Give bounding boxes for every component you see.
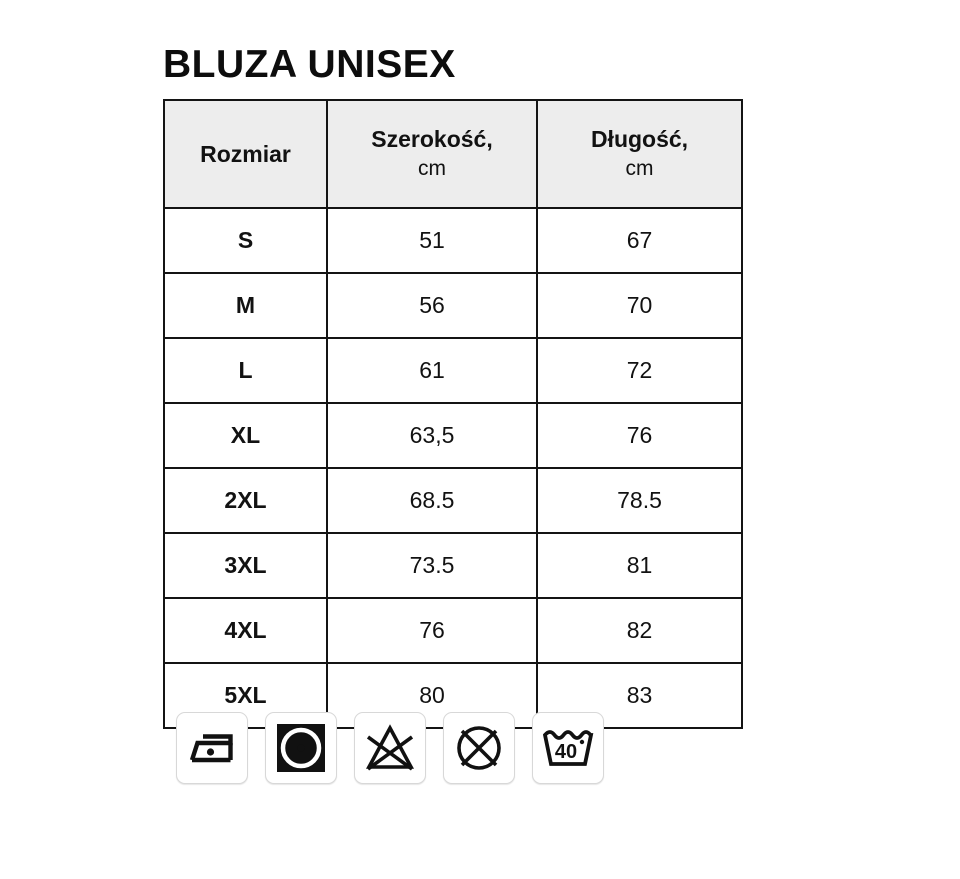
cell-width: 51 — [326, 207, 538, 274]
table-row: 4XL 76 82 — [163, 597, 743, 664]
cell-width: 61 — [326, 337, 538, 404]
column-header-size: Rozmiar — [163, 99, 328, 209]
iron-low-temperature-icon — [176, 712, 248, 784]
cell-width: 56 — [326, 272, 538, 339]
wash-temperature-label: 40 — [555, 741, 577, 763]
cell-length: 82 — [536, 597, 743, 664]
cell-length: 72 — [536, 337, 743, 404]
size-table: Rozmiar Szerokość, cm Długość, cm S 51 6… — [163, 99, 743, 729]
wash-40-degrees-icon: 40 — [532, 712, 604, 784]
cell-width: 68.5 — [326, 467, 538, 534]
do-not-dry-clean-icon — [443, 712, 515, 784]
cell-width: 63,5 — [326, 402, 538, 469]
table-row: 3XL 73.5 81 — [163, 532, 743, 599]
table-header-row: Rozmiar Szerokość, cm Długość, cm — [163, 99, 743, 209]
table-row: 2XL 68.5 78.5 — [163, 467, 743, 534]
cell-size: 3XL — [163, 532, 328, 599]
column-header-length-unit: cm — [625, 157, 654, 180]
do-not-bleach-icon — [354, 712, 426, 784]
table-row: M 56 70 — [163, 272, 743, 339]
table-row: L 61 72 — [163, 337, 743, 404]
column-header-size-label: Rozmiar — [200, 141, 291, 167]
column-header-width-label: Szerokość, — [371, 126, 493, 152]
cell-size: 4XL — [163, 597, 328, 664]
page-title: BLUZA UNISEX — [163, 43, 456, 86]
column-header-length-label: Długość, — [590, 126, 689, 152]
cell-length: 76 — [536, 402, 743, 469]
cell-size: L — [163, 337, 328, 404]
cell-size: 2XL — [163, 467, 328, 534]
cell-size: XL — [163, 402, 328, 469]
cell-length: 70 — [536, 272, 743, 339]
column-header-width: Szerokość, cm — [326, 99, 538, 209]
column-header-width-unit: cm — [418, 157, 446, 180]
care-symbols-row: 40 — [176, 712, 604, 784]
cell-size: S — [163, 207, 328, 274]
table-row: XL 63,5 76 — [163, 402, 743, 469]
cell-width: 73.5 — [326, 532, 538, 599]
cell-width: 76 — [326, 597, 538, 664]
table-row: S 51 67 — [163, 207, 743, 274]
cell-length: 81 — [536, 532, 743, 599]
cell-size: M — [163, 272, 328, 339]
tumble-dry-normal-icon — [265, 712, 337, 784]
cell-length: 78.5 — [536, 467, 743, 534]
cell-length: 67 — [536, 207, 743, 274]
column-header-length: Długość, cm — [536, 99, 743, 209]
